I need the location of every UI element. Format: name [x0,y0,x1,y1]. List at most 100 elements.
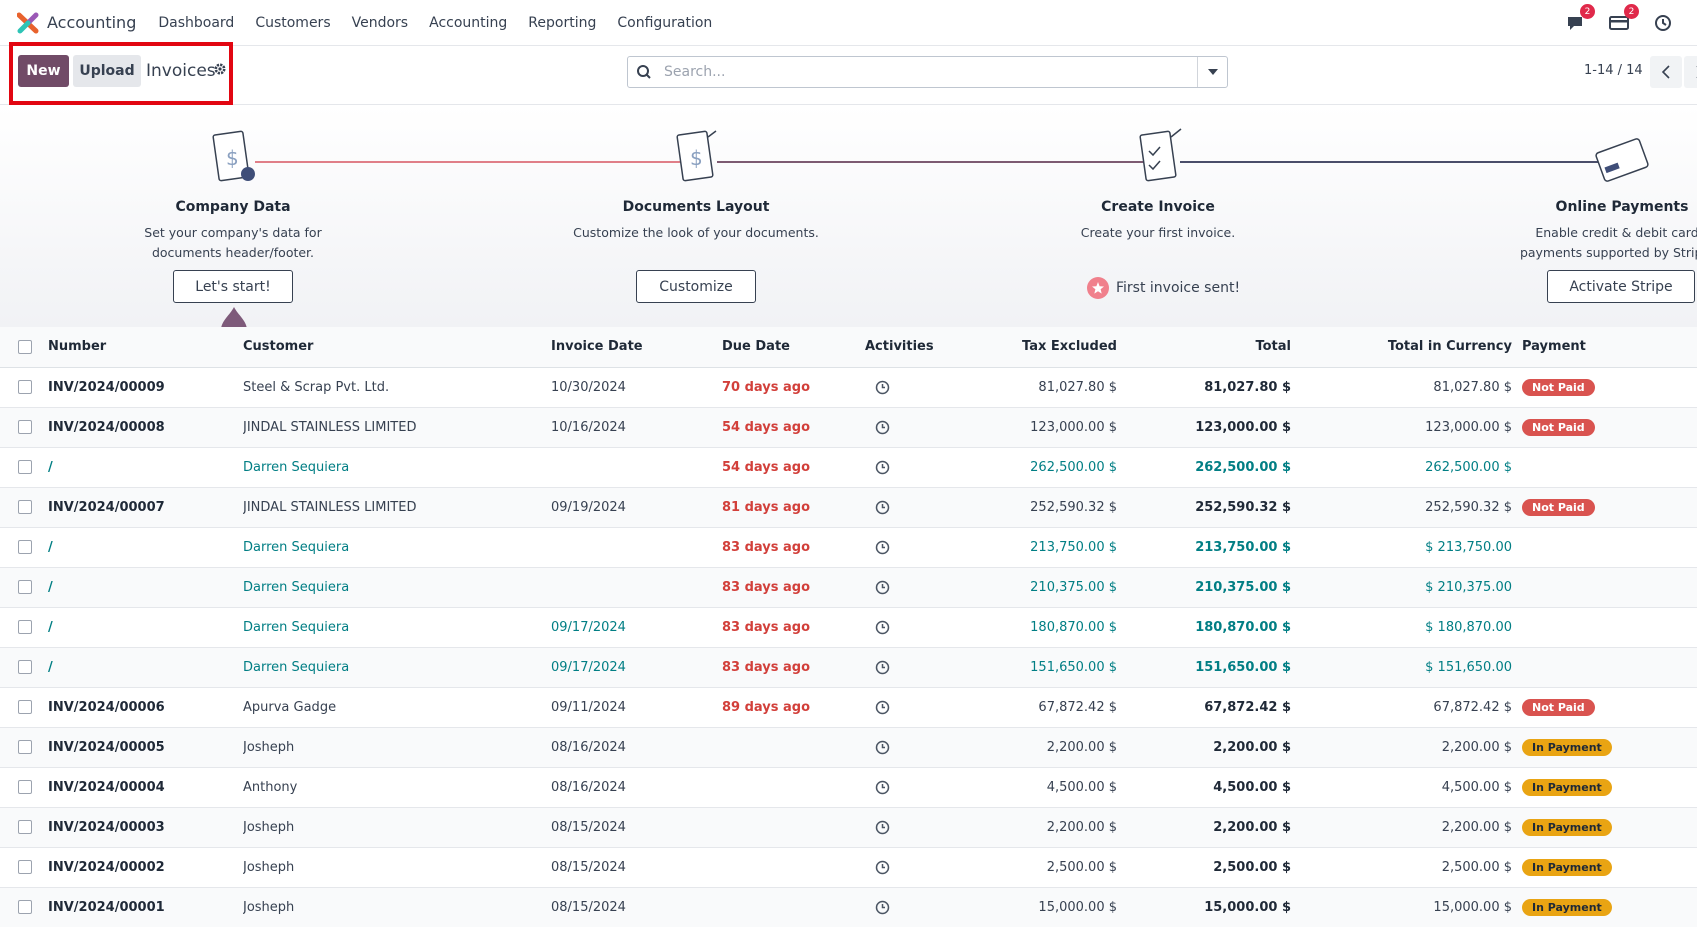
column-header-due-date[interactable]: Due Date [722,339,790,355]
menu-reporting[interactable]: Reporting [528,14,597,31]
row-checkbox[interactable] [18,660,32,674]
menu-customers[interactable]: Customers [255,14,331,31]
row-checkbox[interactable] [18,500,32,514]
column-header-payment[interactable]: Payment [1522,339,1586,355]
search-options-toggle[interactable] [1197,57,1227,87]
table-row[interactable]: INV/2024/00001 Josheph 08/15/2024 15,000.00… [0,887,1697,927]
column-header-customer[interactable]: Customer [243,339,314,355]
menu-vendors[interactable]: Vendors [351,14,409,31]
table-row[interactable]: INV/2024/00008 JINDAL STAINLESS LIMITED 10… [0,407,1697,447]
table-row[interactable]: INV/2024/00004 Anthony 08/16/2024 4,500.00 … [0,767,1697,807]
activities-cell[interactable] [865,887,985,927]
activities-cell[interactable] [865,807,985,847]
table-row[interactable]: / Darren Sequiera 54 days ago 262,500.00 $ 2… [0,447,1697,487]
table-row[interactable]: INV/2024/00007 JINDAL STAINLESS LIMITED 09… [0,487,1697,527]
upload-button[interactable]: Upload [73,55,141,87]
table-row[interactable]: INV/2024/00005 Josheph 08/16/2024 2,200.00 … [0,727,1697,767]
gear-icon[interactable] [213,62,227,76]
row-checkbox[interactable] [18,580,32,594]
pager-value[interactable]: 1-14 / 14 [1584,63,1643,78]
row-checkbox[interactable] [18,540,32,554]
activity-clock-icon[interactable] [875,860,890,875]
row-checkbox-cell[interactable] [0,487,48,527]
table-row[interactable]: INV/2024/00002 Josheph 08/15/2024 2,500.00 … [0,847,1697,887]
row-checkbox-cell[interactable] [0,527,48,567]
column-header-invoice-date[interactable]: Invoice Date [551,339,643,355]
activity-clock-icon[interactable] [875,420,890,435]
row-checkbox-cell[interactable] [0,727,48,767]
table-row[interactable]: / Darren Sequiera 09/17/2024 83 days ago 151… [0,647,1697,687]
activity-clock-icon[interactable] [875,580,890,595]
search-input[interactable] [658,58,1197,86]
app-name[interactable]: Accounting [47,13,137,32]
menu-dashboard[interactable]: Dashboard [158,14,235,31]
row-checkbox-cell[interactable] [0,447,48,487]
column-header-total-currency[interactable]: Total in Currency [1387,339,1512,355]
row-checkbox-cell[interactable] [0,607,48,647]
activity-clock-icon[interactable] [875,780,890,795]
row-checkbox[interactable] [18,740,32,754]
activities-cell[interactable] [865,607,985,647]
clock-systray[interactable] [1653,13,1673,33]
row-checkbox[interactable] [18,620,32,634]
row-checkbox-cell[interactable] [0,887,48,927]
activity-clock-icon[interactable] [875,740,890,755]
menu-accounting[interactable]: Accounting [429,14,508,31]
activate-stripe-button[interactable]: Activate Stripe [1547,270,1695,303]
activities-cell[interactable] [865,407,985,447]
table-row[interactable]: / Darren Sequiera 83 days ago 213,750.00 $ 2… [0,527,1697,567]
table-row[interactable]: / Darren Sequiera 09/17/2024 83 days ago 180… [0,607,1697,647]
row-checkbox[interactable] [18,780,32,794]
row-checkbox-cell[interactable] [0,647,48,687]
activity-clock-icon[interactable] [875,660,890,675]
column-header-total[interactable]: Total [1255,339,1291,355]
select-all-checkbox-cell[interactable] [0,327,48,367]
row-checkbox[interactable] [18,860,32,874]
activities-cell[interactable] [865,727,985,767]
activities-cell[interactable] [865,687,985,727]
column-header-activities[interactable]: Activities [865,339,934,355]
activities-systray[interactable]: 2 [1609,4,1639,33]
search-bar[interactable] [627,56,1228,88]
row-checkbox-cell[interactable] [0,807,48,847]
column-header-number[interactable]: Number [48,339,107,355]
row-checkbox-cell[interactable] [0,407,48,447]
activities-cell[interactable] [865,647,985,687]
row-checkbox[interactable] [18,380,32,394]
activities-cell[interactable] [865,847,985,887]
activity-clock-icon[interactable] [875,900,890,915]
row-checkbox-cell[interactable] [0,767,48,807]
select-all-checkbox[interactable] [18,339,32,354]
row-checkbox[interactable] [18,900,32,914]
app-logo-icon[interactable] [16,12,39,34]
pager-next-button[interactable] [1684,56,1697,88]
row-checkbox-cell[interactable] [0,847,48,887]
table-row[interactable]: / Darren Sequiera 83 days ago 210,375.00 $ 2… [0,567,1697,607]
activities-cell[interactable] [865,767,985,807]
table-row[interactable]: INV/2024/00009 Steel & Scrap Pvt. Ltd. 10/… [0,367,1697,407]
row-checkbox[interactable] [18,420,32,434]
activity-clock-icon[interactable] [875,820,890,835]
table-row[interactable]: INV/2024/00006 Apurva Gadge 09/11/2024 89 d… [0,687,1697,727]
activities-cell[interactable] [865,367,985,407]
row-checkbox[interactable] [18,820,32,834]
customize-button[interactable]: Customize [636,270,756,303]
row-checkbox-cell[interactable] [0,687,48,727]
activities-cell[interactable] [865,447,985,487]
activity-clock-icon[interactable] [875,700,890,715]
column-header-tax-excluded[interactable]: Tax Excluded [1022,339,1117,355]
table-row[interactable]: INV/2024/00003 Josheph 08/15/2024 2,200.00 … [0,807,1697,847]
activity-clock-icon[interactable] [875,620,890,635]
lets-start-button[interactable]: Let's start! [173,270,293,303]
row-checkbox-cell[interactable] [0,367,48,407]
menu-configuration[interactable]: Configuration [617,14,713,31]
messages-systray[interactable]: 2 [1565,4,1595,33]
row-checkbox[interactable] [18,700,32,714]
activity-clock-icon[interactable] [875,500,890,515]
activities-cell[interactable] [865,567,985,607]
new-button[interactable]: New [18,55,69,87]
row-checkbox-cell[interactable] [0,567,48,607]
row-checkbox[interactable] [18,460,32,474]
activities-cell[interactable] [865,487,985,527]
pager-previous-button[interactable] [1650,56,1682,88]
